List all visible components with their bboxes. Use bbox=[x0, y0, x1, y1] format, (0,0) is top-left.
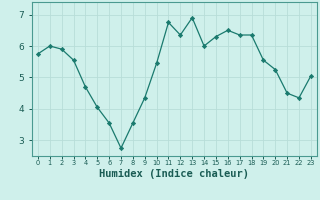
X-axis label: Humidex (Indice chaleur): Humidex (Indice chaleur) bbox=[100, 169, 249, 179]
